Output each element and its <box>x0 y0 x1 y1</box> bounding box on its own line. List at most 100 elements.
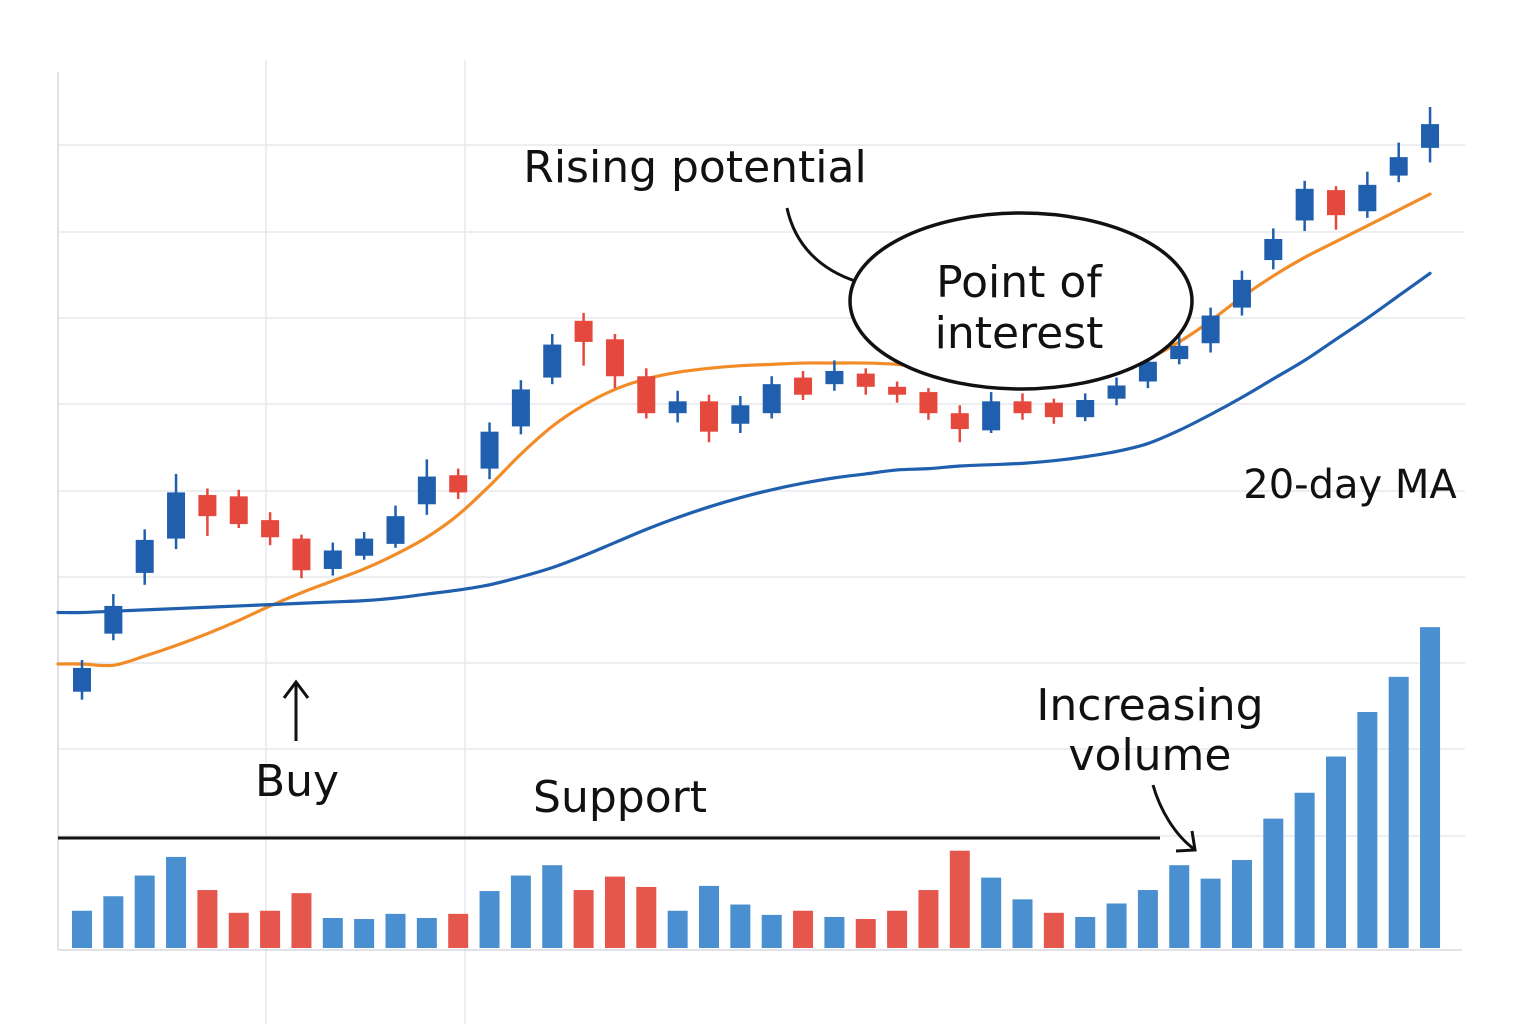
candle-body <box>543 344 562 378</box>
volume-bar <box>887 910 908 948</box>
volume-bar <box>793 910 814 948</box>
volume-bar <box>1231 860 1252 948</box>
candle-body <box>1232 279 1251 308</box>
candle-body <box>229 496 248 525</box>
candle-body <box>1013 401 1032 414</box>
volume-bar <box>479 891 500 948</box>
candle <box>104 594 123 641</box>
candle <box>480 422 499 480</box>
candle-body <box>1389 157 1408 176</box>
candle-body <box>950 413 969 430</box>
volume-bar <box>542 865 563 948</box>
candle-body <box>355 538 374 556</box>
buy-label: Buy <box>255 756 339 807</box>
candle-body <box>762 384 781 414</box>
volume-bar <box>1388 676 1409 948</box>
candle-body <box>449 475 468 493</box>
candle-body <box>668 401 687 414</box>
volume-bar <box>918 890 939 948</box>
candle-body <box>323 550 342 569</box>
volume-bar <box>1357 712 1378 948</box>
volume-bar <box>1294 792 1315 948</box>
candle-body <box>1327 190 1345 216</box>
candle-body <box>511 389 530 427</box>
candle-body <box>919 392 938 414</box>
candle-body <box>1170 345 1189 360</box>
point-of-interest-line1: Point of <box>936 257 1103 308</box>
candle <box>919 388 938 420</box>
candle-body <box>104 605 123 634</box>
candle-body <box>1264 238 1283 261</box>
point-of-interest-line2: interest <box>935 308 1104 359</box>
volume-bar <box>730 904 751 948</box>
volume-bar <box>1263 818 1284 948</box>
volume-bar <box>322 917 343 948</box>
volume-bar <box>1200 878 1221 948</box>
candle <box>135 529 154 585</box>
volume-bar <box>260 910 281 948</box>
candle-body <box>1421 124 1440 148</box>
candle-body <box>605 339 624 377</box>
candle <box>167 473 186 550</box>
volume-bar <box>197 890 218 948</box>
volume-bar <box>1137 890 1158 948</box>
candle <box>1389 142 1408 183</box>
volume-bar <box>604 876 625 948</box>
candle <box>1013 393 1032 420</box>
ma-line-long <box>56 271 1432 615</box>
candle <box>605 334 624 389</box>
volume-bar <box>949 850 970 948</box>
rising-potential-connector <box>785 207 859 284</box>
volume-bar <box>761 914 782 948</box>
candle-body <box>135 539 154 573</box>
moving-averages <box>56 192 1432 668</box>
candle <box>1295 180 1314 232</box>
candle <box>198 488 217 536</box>
candle-body <box>856 373 875 387</box>
candle <box>449 468 468 499</box>
support-label: Support <box>533 772 707 823</box>
candle <box>1076 393 1095 422</box>
candle-body <box>794 377 813 395</box>
candle <box>1170 335 1189 365</box>
volume-bar <box>824 916 845 948</box>
candle-body <box>1295 188 1314 221</box>
candle <box>762 376 781 419</box>
candle-body <box>198 495 217 517</box>
candle <box>323 542 342 576</box>
volume-bar <box>855 919 876 948</box>
candle-body <box>386 516 405 544</box>
candle-body <box>167 492 186 539</box>
volume-bars <box>72 627 1441 948</box>
candle <box>1358 171 1377 218</box>
candle <box>261 512 280 546</box>
volume-bar <box>1420 627 1441 948</box>
candle-body <box>1076 400 1095 418</box>
candle-body <box>731 405 750 424</box>
increasing-volume-arrow-icon <box>1151 784 1197 853</box>
candle <box>637 368 656 419</box>
ma-line-short <box>56 192 1432 668</box>
ma-label: 20-day MA <box>1243 462 1457 508</box>
candle-body <box>1044 402 1063 418</box>
candle-body <box>700 401 718 432</box>
candle-body <box>292 538 311 571</box>
candle-body <box>417 476 436 505</box>
volume-bar <box>699 885 719 948</box>
increasing-volume-line1: Increasing <box>1036 680 1263 731</box>
candle <box>511 380 530 435</box>
volume-bar <box>667 910 688 948</box>
volume-bar <box>291 893 312 948</box>
candle <box>229 489 248 529</box>
candle-body <box>982 401 1001 431</box>
candle <box>825 360 844 391</box>
candle <box>950 405 969 443</box>
increasing-volume-line2: volume <box>1068 730 1231 781</box>
candlesticks <box>73 106 1440 700</box>
candle <box>1107 377 1126 406</box>
volume-bar <box>1169 865 1190 948</box>
candle-body <box>574 320 593 342</box>
volume-bar <box>573 890 594 948</box>
